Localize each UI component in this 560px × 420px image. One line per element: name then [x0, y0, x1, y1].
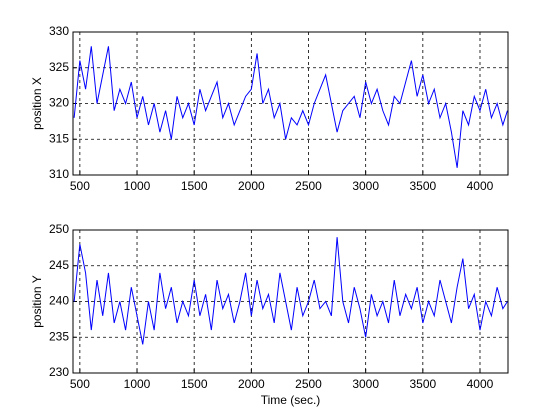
- y-tick-label: 325: [49, 60, 69, 74]
- x-tick-label: 1500: [181, 179, 208, 193]
- x-tick-label: 2500: [295, 179, 322, 193]
- x-tick-label: 3500: [409, 377, 436, 391]
- x-tick-label: 4000: [467, 377, 494, 391]
- axes-box: [72, 229, 509, 374]
- y-tick-label: 230: [49, 365, 69, 379]
- y-tick-label: 315: [49, 131, 69, 145]
- x-axis-label: Time (sec.): [261, 393, 321, 407]
- axes-box: [72, 31, 509, 176]
- x-tick-label: 4000: [467, 179, 494, 193]
- x-tick-label: 3000: [352, 377, 379, 391]
- x-tick-label: 3500: [409, 179, 436, 193]
- y-tick-label: 320: [49, 96, 69, 110]
- x-tick-label: 500: [70, 179, 90, 193]
- y-tick-label: 250: [49, 222, 69, 236]
- x-tick-label: 1000: [124, 377, 151, 391]
- y-tick-label: 240: [49, 294, 69, 308]
- x-tick-label: 2500: [295, 377, 322, 391]
- x-tick-label: 2000: [238, 377, 265, 391]
- x-tick-label: 1500: [181, 377, 208, 391]
- x-tick-label: 1000: [124, 179, 151, 193]
- data-line: [73, 237, 508, 345]
- y-tick-label: 235: [49, 329, 69, 343]
- y-tick-label: 330: [49, 24, 69, 38]
- x-tick-label: 3000: [352, 179, 379, 193]
- y-tick-label: 310: [49, 167, 69, 181]
- x-tick-label: 500: [70, 377, 90, 391]
- y-tick-label: 245: [49, 258, 69, 272]
- data-line: [73, 46, 508, 168]
- y-axis-label: position Y: [30, 275, 44, 327]
- y-axis-label: position X: [30, 77, 44, 130]
- x-tick-label: 2000: [238, 179, 265, 193]
